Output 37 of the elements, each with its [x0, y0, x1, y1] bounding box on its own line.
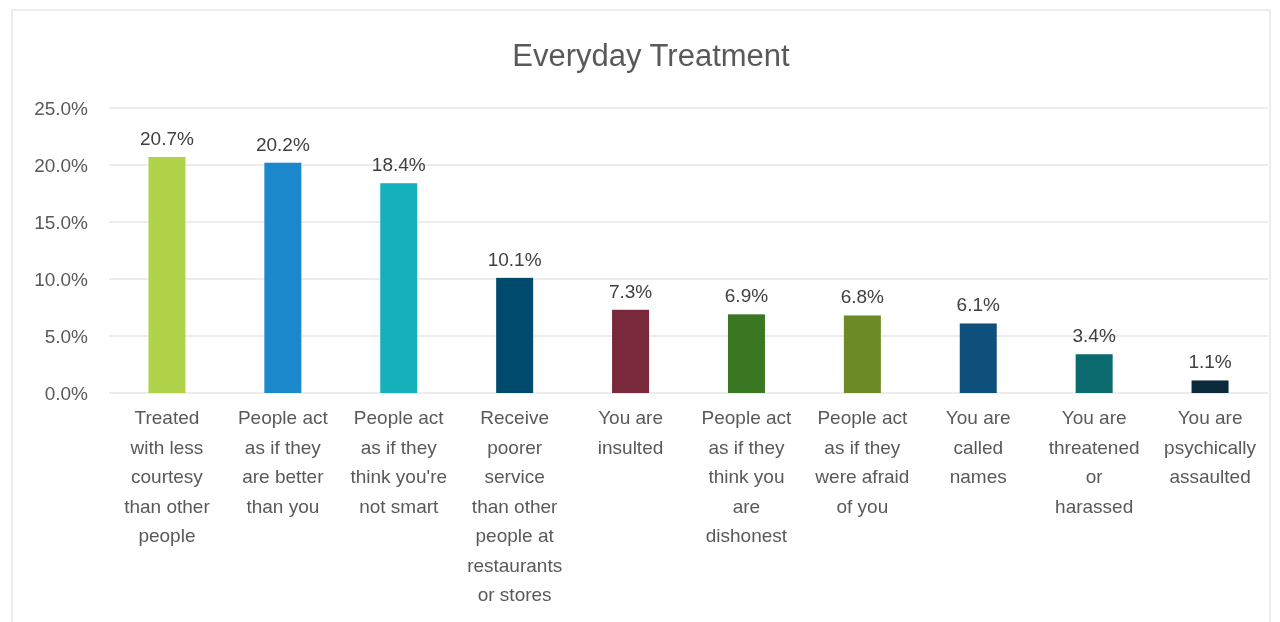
- bar: [843, 315, 881, 393]
- bar: [264, 162, 302, 393]
- y-tick-label: 20.0%: [34, 154, 89, 176]
- data-label: 1.1%: [1188, 351, 1232, 373]
- x-tick-label: People act as if they think you are dishonest: [701, 407, 793, 546]
- bar: [727, 314, 765, 393]
- y-tick-label: 0.0%: [44, 382, 89, 404]
- chart-title: Everyday Treatment: [512, 38, 791, 73]
- bar: [1075, 354, 1113, 393]
- x-tick-label: You are called names: [945, 407, 1011, 487]
- x-tick-label: You are insulted: [597, 407, 664, 458]
- data-label: 6.8%: [840, 286, 885, 308]
- bar: [380, 183, 418, 393]
- data-label: 20.7%: [140, 128, 194, 150]
- x-tick-label: Treated with less courtesy than other people: [124, 407, 211, 546]
- bar: [959, 323, 997, 393]
- data-label: 3.4%: [1072, 325, 1116, 347]
- data-label: 6.9%: [724, 285, 769, 307]
- x-tick-label: You are threatened or harassed: [1048, 407, 1140, 517]
- y-tick-label: 10.0%: [34, 268, 89, 290]
- y-tick-label: 5.0%: [44, 325, 89, 347]
- y-tick-label: 25.0%: [34, 97, 89, 119]
- data-label: 7.3%: [608, 280, 653, 302]
- bar: [612, 309, 650, 393]
- x-tick-label: People act as if they think you're not smart: [350, 407, 448, 517]
- x-tick-label: People act as if they are better than you: [237, 407, 329, 517]
- data-label: 10.1%: [487, 248, 542, 270]
- data-label: 18.4%: [371, 154, 426, 176]
- y-tick-label: 15.0%: [34, 211, 89, 233]
- x-tick-label: You are psychically assaulted: [1164, 407, 1257, 487]
- bar: [496, 277, 534, 393]
- bar: [148, 157, 186, 393]
- bar: [1191, 380, 1229, 393]
- x-tick-label: Receive poorer service than other people at restaurants or stores: [467, 407, 563, 605]
- data-label: 6.1%: [956, 294, 1001, 316]
- data-label: 20.2%: [255, 133, 310, 155]
- x-tick-label: People act as if they were afraid of you: [814, 407, 910, 517]
